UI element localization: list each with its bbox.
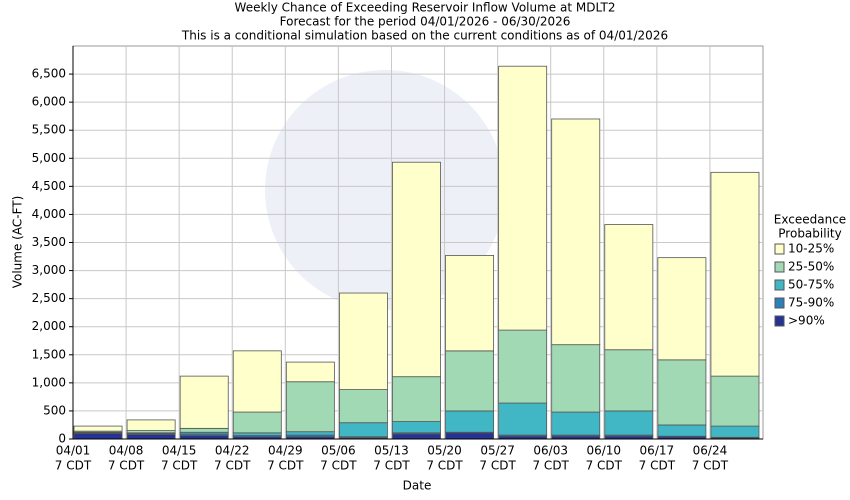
x-tick-label: 05/13	[374, 444, 409, 458]
bar-segment	[285, 381, 335, 433]
legend-label: >90%	[788, 314, 825, 328]
bar-segment	[498, 402, 548, 436]
bar-segment	[179, 375, 229, 429]
x-tick-label: 05/06	[321, 444, 356, 458]
y-tick-label: 3,000	[32, 263, 66, 277]
bar-segment	[604, 224, 654, 351]
bar-segment	[126, 434, 176, 440]
x-tick-sublabel: 7 CDT	[639, 459, 676, 473]
legend-title: Exceedance	[774, 213, 846, 227]
bar-segment	[657, 359, 707, 426]
x-tick-label: 06/03	[533, 444, 568, 458]
y-tick-label: 500	[43, 403, 66, 417]
legend-label: 75-90%	[788, 296, 834, 310]
x-tick-sublabel: 7 CDT	[55, 459, 92, 473]
legend-label: 10-25%	[788, 242, 834, 256]
x-tick-label: 04/15	[162, 444, 197, 458]
y-tick-label: 2,500	[32, 291, 66, 305]
y-tick-label: 5,500	[32, 123, 66, 137]
bar-segment	[179, 435, 229, 440]
bar-segment	[232, 432, 282, 437]
bar-segment	[551, 118, 601, 346]
y-tick-label: 6,500	[32, 67, 66, 81]
bar-segment	[445, 432, 495, 440]
x-tick-sublabel: 7 CDT	[373, 459, 410, 473]
bar-segment	[710, 171, 760, 377]
bar-segment	[338, 422, 388, 438]
bar-segment	[392, 421, 441, 434]
bar-segment	[338, 389, 388, 424]
x-tick-label: 04/29	[268, 444, 303, 458]
bar-segment	[392, 376, 441, 422]
bar-segment	[392, 433, 441, 440]
x-tick-sublabel: 7 CDT	[161, 459, 198, 473]
legend-label: 50-75%	[788, 278, 834, 292]
bar-segment	[710, 375, 760, 427]
bar-segment	[604, 349, 654, 412]
x-tick-sublabel: 7 CDT	[108, 459, 145, 473]
x-tick-sublabel: 7 CDT	[214, 459, 251, 473]
x-tick-sublabel: 7 CDT	[692, 459, 729, 473]
x-tick-sublabel: 7 CDT	[586, 459, 623, 473]
x-tick-sublabel: 7 CDT	[320, 459, 357, 473]
bar-segment	[498, 65, 548, 331]
x-tick-label: 04/08	[109, 444, 144, 458]
bar-segment	[445, 410, 495, 433]
bar-segment	[392, 161, 441, 378]
legend-swatch	[774, 297, 785, 309]
y-tick-label: 4,500	[32, 179, 66, 193]
bar-segment	[232, 350, 282, 413]
legend-label: 25-50%	[788, 260, 834, 274]
bar-segment	[445, 255, 495, 352]
y-axis-label: Volume (AC-FT)	[11, 196, 25, 289]
bar-segment	[604, 410, 654, 436]
y-tick-label: 1,000	[32, 375, 66, 389]
x-tick-sublabel: 7 CDT	[532, 459, 569, 473]
x-tick-sublabel: 7 CDT	[426, 459, 463, 473]
y-tick-label: 3,500	[32, 235, 66, 249]
x-tick-label: 05/20	[427, 444, 462, 458]
x-tick-sublabel: 7 CDT	[479, 459, 516, 473]
bar-segment	[710, 425, 760, 438]
bar-segment	[73, 425, 123, 432]
x-tick-label: 05/27	[480, 444, 515, 458]
bar-segment	[179, 427, 229, 433]
bar-segment	[285, 431, 335, 436]
bar-segment	[338, 292, 388, 390]
x-tick-label: 06/17	[640, 444, 675, 458]
x-tick-sublabel: 7 CDT	[267, 459, 304, 473]
bar-segment	[285, 361, 335, 383]
y-tick-label: 6,000	[32, 95, 66, 109]
x-tick-label: 06/24	[693, 444, 728, 458]
legend-swatch	[774, 243, 785, 255]
x-tick-label: 04/22	[215, 444, 250, 458]
legend-swatch	[774, 261, 785, 273]
bar-segment	[498, 329, 548, 404]
x-tick-label: 06/10	[586, 444, 621, 458]
legend-title: Probability	[778, 227, 841, 241]
legend-swatch	[774, 315, 785, 327]
x-tick-label: 04/01	[56, 444, 91, 458]
chart-subtitle: Forecast for the period 04/01/2026 - 06/…	[280, 15, 571, 29]
chart-subtitle: This is a conditional simulation based o…	[181, 29, 668, 43]
y-tick-label: 2,000	[32, 319, 66, 333]
bar-segment	[445, 350, 495, 412]
bar-segment	[551, 411, 601, 436]
bar-segment	[232, 411, 282, 434]
bar-segment	[657, 424, 707, 437]
y-tick-label: 5,000	[32, 151, 66, 165]
y-tick-label: 0	[58, 432, 66, 446]
bar-segment	[126, 419, 176, 431]
legend-swatch	[774, 279, 785, 291]
x-axis-label: Date	[403, 479, 432, 493]
bar-segment	[551, 344, 601, 413]
y-tick-label: 4,000	[32, 207, 66, 221]
chart-title: Weekly Chance of Exceeding Reservoir Inf…	[235, 1, 616, 15]
bar-segment	[657, 257, 707, 361]
y-tick-label: 1,500	[32, 347, 66, 361]
bar-segment	[73, 432, 123, 440]
